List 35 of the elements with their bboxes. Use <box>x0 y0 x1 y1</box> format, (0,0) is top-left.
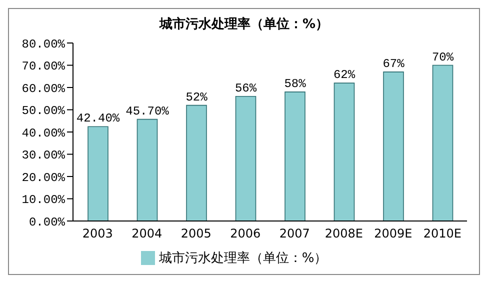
data-label: 70% <box>432 50 454 64</box>
x-tick-label: 2009E <box>374 226 412 241</box>
x-tick-label: 2007 <box>279 226 310 241</box>
y-tick-label: 80.00% <box>22 37 66 52</box>
y-tick-label: 50.00% <box>22 104 66 118</box>
bar <box>186 104 207 221</box>
bar <box>284 92 306 221</box>
data-label: 45.70% <box>126 104 170 118</box>
x-tick-label: 2004 <box>132 226 162 241</box>
x-tick-label: 2008E <box>324 226 363 241</box>
chart-title: 城市污水处理率（单位：%） <box>158 16 330 33</box>
x-tick-label: 2006 <box>230 226 261 241</box>
x-tick-label: 2005 <box>180 226 212 241</box>
data-label: 52% <box>186 90 208 104</box>
x-tick-label: 2003 <box>82 226 113 241</box>
y-tick-label: 10.00% <box>22 193 66 208</box>
bar <box>88 126 108 221</box>
bar <box>383 72 404 221</box>
y-tick-label: 40.00% <box>22 126 66 140</box>
data-label: 42.40% <box>76 112 120 126</box>
bar <box>235 96 256 221</box>
y-tick-label: 60.00% <box>22 82 66 96</box>
legend-label: 城市污水处理率（单位：%） <box>158 251 328 266</box>
bar <box>136 118 158 221</box>
data-label: 62% <box>333 68 356 82</box>
data-label: 58% <box>284 76 307 91</box>
data-label: 56% <box>234 81 258 96</box>
bar <box>432 64 454 221</box>
bar <box>334 82 355 221</box>
data-label: 67% <box>382 56 406 71</box>
y-tick-label: 0.00% <box>28 215 66 230</box>
y-tick-label: 30.00% <box>22 148 66 163</box>
y-tick-label: 70.00% <box>22 60 66 74</box>
x-tick-label: 2010E <box>423 226 462 241</box>
y-tick-label: 20.00% <box>22 170 66 185</box>
